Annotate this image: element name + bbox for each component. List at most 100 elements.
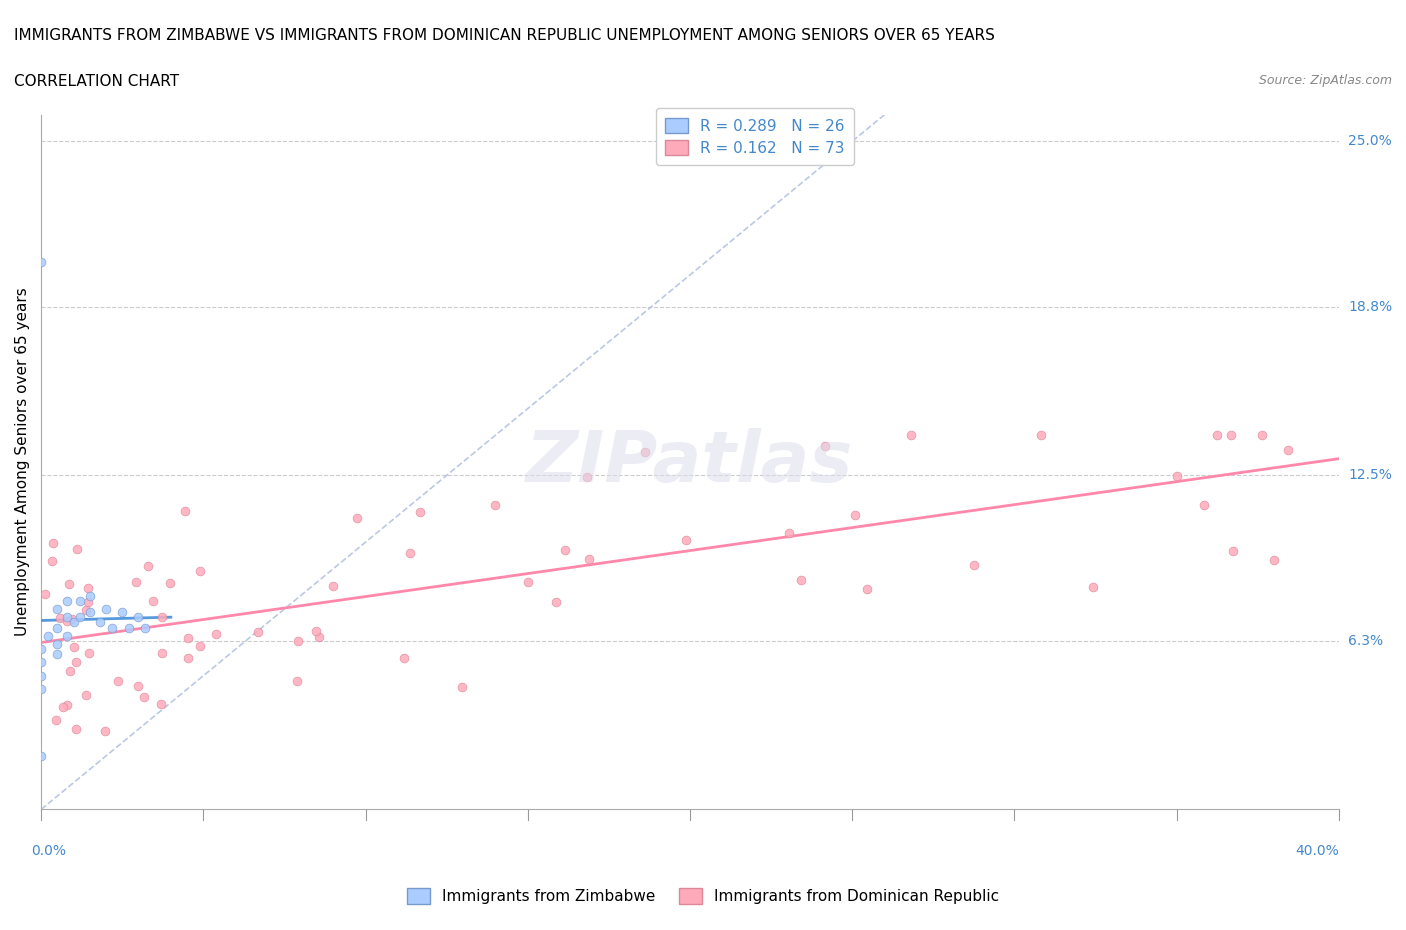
Point [516,575,538,590]
Point [1251,428,1274,443]
Point [450,679,472,694]
Point [30,254,52,269]
Point [30,642,52,657]
Point [1166,469,1188,484]
Point [46,636,69,651]
Point [46,602,69,617]
Point [322,578,344,593]
Point [41,553,63,568]
Point [42,536,65,551]
Point [554,542,576,557]
Point [308,630,330,644]
Point [136,558,159,573]
Point [247,624,270,639]
Point [1277,443,1299,458]
Point [69,593,91,608]
Point [77,580,100,595]
Point [285,673,308,688]
Point [132,689,155,704]
Point [188,564,211,578]
Point [1222,544,1244,559]
Point [790,573,813,588]
Point [107,673,129,688]
Legend: Immigrants from Zimbabwe, Immigrants from Dominican Republic: Immigrants from Zimbabwe, Immigrants fro… [398,879,1008,913]
Point [408,504,430,519]
Point [150,609,173,624]
Point [814,439,837,454]
Text: ZIPatlas: ZIPatlas [526,428,853,497]
Point [56,593,79,608]
Text: Source: ZipAtlas.com: Source: ZipAtlas.com [1258,74,1392,87]
Point [346,511,368,525]
Point [1031,428,1053,443]
Point [89,615,111,630]
Point [56,609,79,624]
Point [56,613,79,628]
Point [127,609,149,624]
Point [305,623,328,638]
Point [79,604,101,619]
Point [65,654,87,669]
Point [52,699,75,714]
Point [205,627,228,642]
Point [778,525,800,540]
Point [1206,428,1229,443]
Point [48,610,70,625]
Point [45,712,67,727]
Point [177,631,200,645]
Point [37,629,59,644]
Point [963,557,986,572]
Point [94,602,117,617]
Point [575,470,598,485]
Text: 40.0%: 40.0% [1295,844,1339,858]
Point [60,612,83,627]
Point [398,545,420,560]
Point [46,647,69,662]
Point [111,604,134,619]
Point [177,651,200,666]
Point [76,595,98,610]
Point [159,576,181,591]
Point [58,663,80,678]
Point [30,682,52,697]
Point [134,620,156,635]
Point [900,428,922,443]
Point [578,551,600,566]
Point [1083,579,1105,594]
Point [150,645,173,660]
Point [150,697,173,711]
Point [675,532,697,547]
Point [65,722,87,737]
Point [844,507,866,522]
Point [1194,498,1216,512]
Point [66,541,89,556]
Text: 25.0%: 25.0% [1348,135,1392,149]
Point [1220,428,1243,443]
Text: 0.0%: 0.0% [31,844,66,858]
Point [188,638,211,653]
Text: 6.3%: 6.3% [1348,634,1384,648]
Point [34,587,56,602]
Point [79,588,101,603]
Point [58,577,80,591]
Point [544,595,567,610]
Point [101,620,124,635]
Point [287,633,309,648]
Point [118,620,141,635]
Point [1263,552,1285,567]
Point [69,609,91,624]
Point [855,582,877,597]
Point [174,503,197,518]
Y-axis label: Unemployment Among Seniors over 65 years: Unemployment Among Seniors over 65 years [15,287,30,636]
Point [77,645,100,660]
Point [75,603,97,618]
Legend: R = 0.289   N = 26, R = 0.162   N = 73: R = 0.289 N = 26, R = 0.162 N = 73 [655,109,853,165]
Text: IMMIGRANTS FROM ZIMBABWE VS IMMIGRANTS FROM DOMINICAN REPUBLIC UNEMPLOYMENT AMON: IMMIGRANTS FROM ZIMBABWE VS IMMIGRANTS F… [14,28,995,43]
Point [30,655,52,670]
Point [46,620,69,635]
Point [30,669,52,684]
Point [394,651,416,666]
Point [124,575,146,590]
Text: 12.5%: 12.5% [1348,469,1392,483]
Point [75,687,97,702]
